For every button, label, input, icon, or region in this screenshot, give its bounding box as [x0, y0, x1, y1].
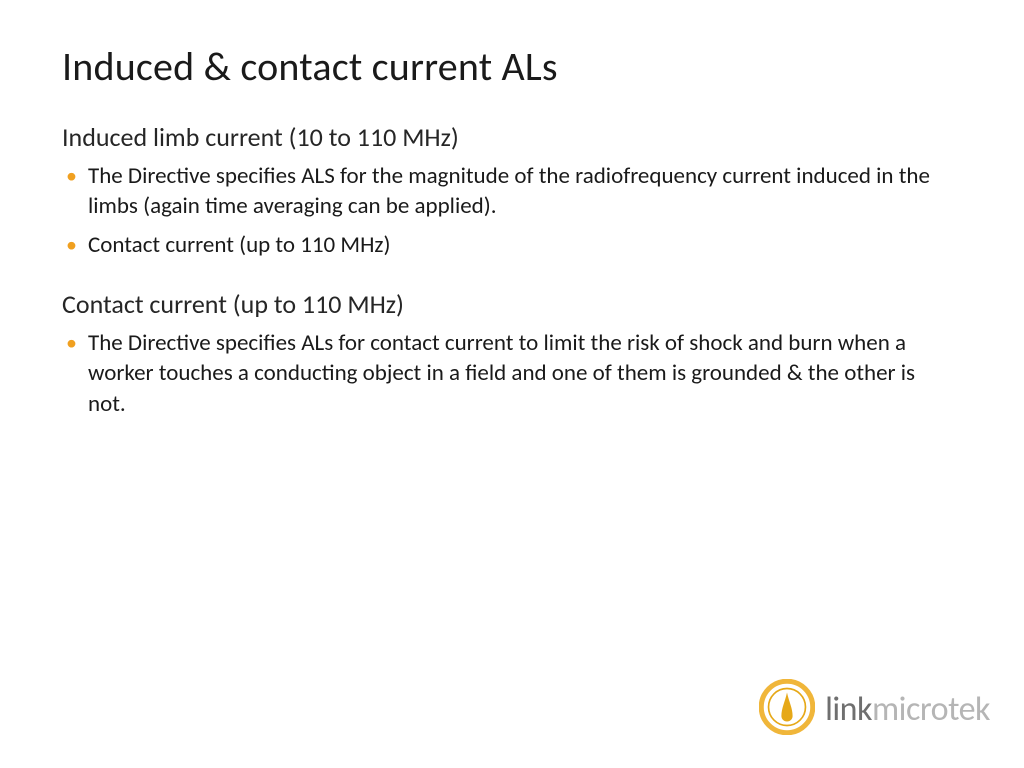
footer-logo: linkmicrotek	[759, 679, 990, 740]
slide-title: Induced & contact current ALs	[62, 42, 962, 91]
bullet-item: Contact current (up to 110 MHz)	[62, 230, 942, 260]
logo-text: linkmicrotek	[825, 689, 990, 730]
bullet-list-2: The Directive specifies ALs for contact …	[62, 328, 962, 419]
section-heading-2: Contact current (up to 110 MHz)	[62, 288, 962, 320]
logo-word-2: microtek	[872, 689, 990, 730]
slide: Induced & contact current ALs Induced li…	[0, 0, 1024, 768]
logo-word-1: link	[825, 689, 872, 730]
bullet-list-1: The Directive specifies ALS for the magn…	[62, 161, 962, 260]
bullet-item: The Directive specifies ALS for the magn…	[62, 161, 942, 222]
bullet-item: The Directive specifies ALs for contact …	[62, 328, 942, 419]
logo-mark-icon	[759, 679, 815, 740]
section-heading-1: Induced limb current (10 to 110 MHz)	[62, 121, 962, 153]
